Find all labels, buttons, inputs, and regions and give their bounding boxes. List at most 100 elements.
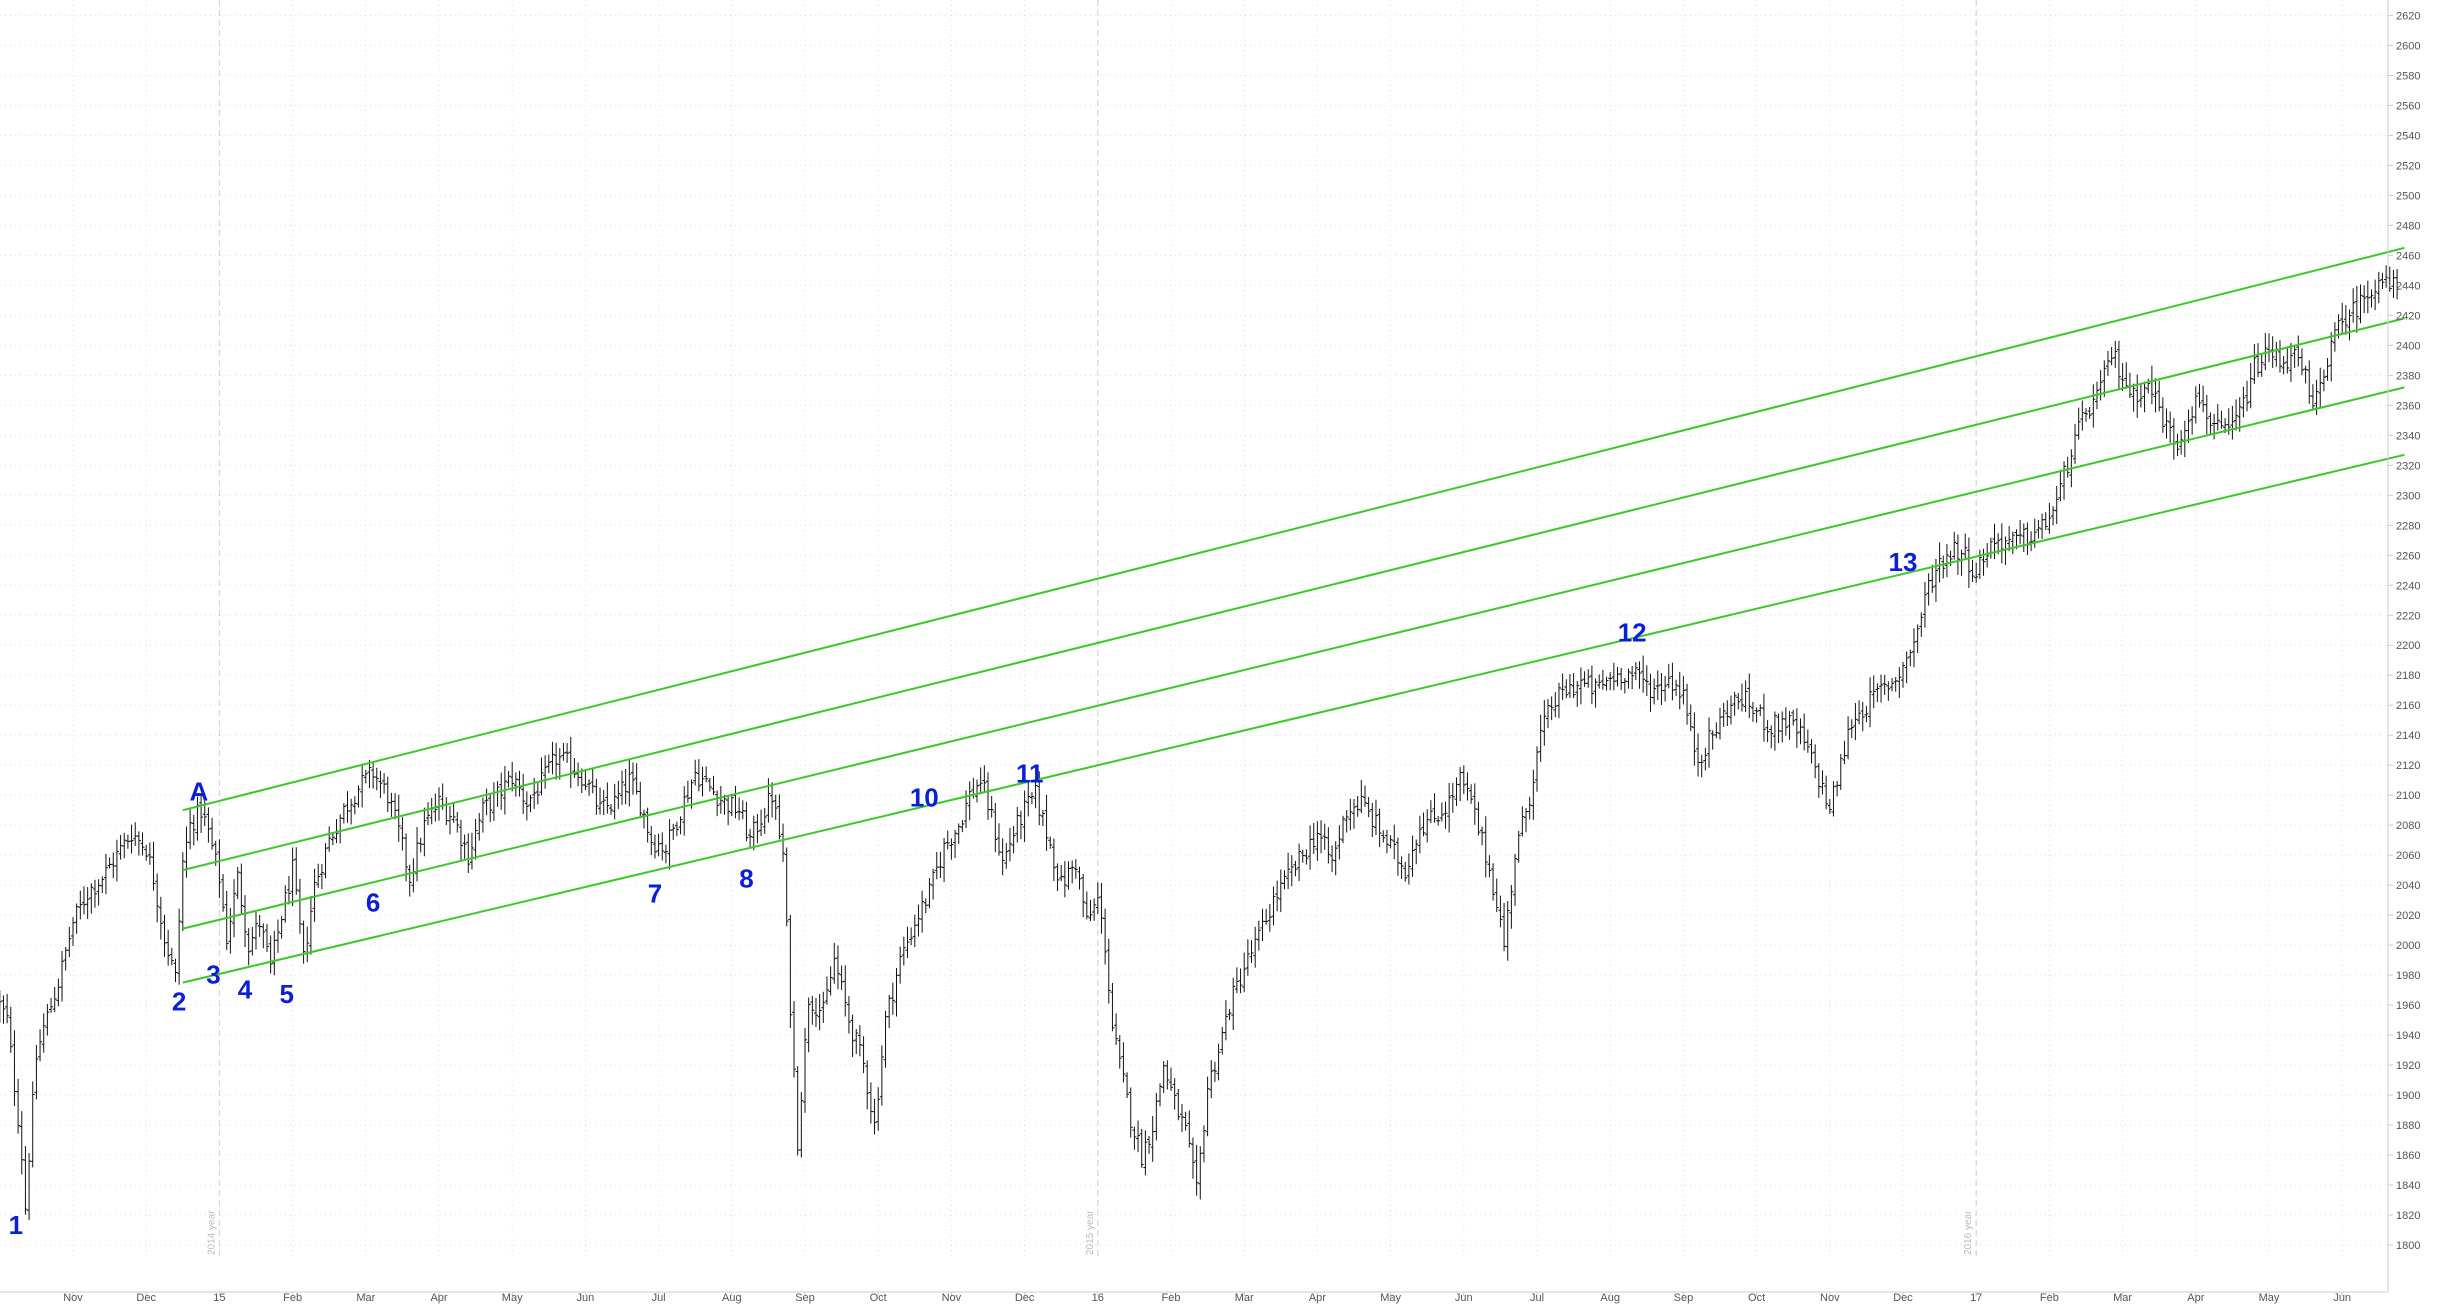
- price-bar: [832, 942, 837, 984]
- price-bar: [546, 754, 551, 774]
- price-bar: [210, 817, 215, 850]
- price-bar: [2105, 350, 2110, 376]
- price-bar: [1941, 555, 1946, 579]
- price-bar: [38, 1029, 43, 1062]
- price-bar: [872, 1098, 877, 1135]
- price-bar: [396, 794, 401, 842]
- price-bar: [2237, 397, 2242, 432]
- price-bar: [2310, 384, 2315, 410]
- price-bar: [78, 890, 83, 920]
- price-bar: [2288, 342, 2293, 382]
- price-bar: [1004, 843, 1009, 869]
- x-tick-label: Jul: [652, 1292, 666, 1304]
- price-bar: [1813, 744, 1818, 779]
- price-bar: [649, 826, 654, 856]
- wave-label-5: 5: [280, 979, 294, 1009]
- price-bar: [2230, 405, 2235, 440]
- price-bar: [1681, 676, 1686, 705]
- price-bar: [660, 832, 665, 861]
- price-bar: [2142, 381, 2147, 413]
- price-bar: [1505, 901, 1510, 961]
- price-bar: [49, 998, 54, 1013]
- price-bar: [1249, 940, 1254, 964]
- price-bar: [682, 786, 687, 836]
- price-bar: [1143, 1130, 1148, 1176]
- price-bar: [2054, 485, 2059, 525]
- y-tick-label: 2000: [2396, 940, 2420, 952]
- wave-label-1: 1: [9, 1210, 23, 1240]
- x-tick-label: Feb: [1162, 1292, 1181, 1304]
- price-bar: [1630, 666, 1635, 690]
- price-bar: [1194, 1144, 1199, 1196]
- price-bar: [1513, 853, 1518, 906]
- price-bar: [92, 879, 97, 908]
- price-bar: [718, 785, 723, 814]
- price-bar: [1509, 885, 1514, 929]
- price-bar: [1395, 837, 1400, 876]
- price-bar: [1487, 855, 1492, 878]
- price-bar: [1600, 669, 1605, 690]
- price-bar: [1626, 668, 1631, 689]
- price-bar: [1355, 796, 1360, 817]
- price-bar: [268, 935, 273, 974]
- price-bar: [616, 780, 621, 809]
- price-bar: [1092, 898, 1097, 921]
- y-tick-label: 2180: [2396, 670, 2420, 682]
- price-bar: [521, 773, 526, 814]
- price-bar: [506, 770, 511, 788]
- price-bar: [1073, 859, 1078, 879]
- price-bar: [1586, 669, 1591, 688]
- price-bar: [2160, 397, 2165, 433]
- price-bar: [286, 875, 291, 905]
- price-bar: [781, 823, 786, 862]
- price-bar: [1714, 722, 1719, 739]
- price-bar: [1589, 665, 1594, 705]
- year-label: 2015 year: [1085, 1210, 1096, 1255]
- price-bar: [239, 863, 244, 916]
- price-bar: [1366, 797, 1371, 818]
- price-bar: [1747, 673, 1752, 719]
- price-bar: [1728, 695, 1733, 725]
- channel-line-1: [182, 246, 2405, 812]
- price-bar: [1692, 712, 1697, 766]
- price-bar: [1333, 841, 1338, 876]
- price-bar: [199, 795, 204, 833]
- wave-label-11: 11: [1016, 759, 1044, 789]
- price-bar: [1567, 674, 1572, 698]
- price-bar: [1604, 676, 1609, 691]
- price-bar: [1688, 704, 1693, 732]
- price-bar: [2062, 461, 2067, 500]
- x-tick-label: Nov: [1820, 1292, 1840, 1304]
- price-bar: [905, 926, 910, 958]
- price-bar: [850, 1014, 855, 1057]
- price-bar: [1432, 793, 1437, 823]
- price-bar: [1516, 830, 1521, 863]
- price-bar: [173, 958, 178, 983]
- y-tick-label: 2220: [2396, 610, 2420, 622]
- price-bar: [1915, 624, 1920, 654]
- price-bar: [360, 765, 365, 808]
- price-bar: [2193, 386, 2198, 424]
- price-bar: [671, 823, 676, 840]
- price-bar: [1297, 843, 1302, 882]
- price-bar: [1860, 701, 1865, 732]
- price-bar: [715, 790, 720, 817]
- price-bar: [1901, 661, 1905, 688]
- price-bar: [122, 832, 127, 859]
- price-bar: [477, 812, 482, 841]
- price-bar: [806, 997, 811, 1053]
- price-bar: [770, 782, 775, 818]
- price-bar: [2018, 519, 2023, 545]
- wave-label-6: 6: [366, 888, 380, 918]
- price-bar: [762, 807, 767, 834]
- price-bar: [1981, 548, 1986, 576]
- y-tick-label: 1920: [2396, 1060, 2420, 1072]
- price-bar: [828, 966, 833, 996]
- price-bar: [857, 1025, 862, 1057]
- price-bar: [1919, 612, 1924, 637]
- y-tick-label: 1800: [2396, 1240, 2420, 1252]
- price-bar: [1846, 716, 1851, 760]
- y-tick-label: 2580: [2396, 70, 2420, 82]
- price-bar: [1483, 816, 1488, 878]
- price-bar: [1172, 1078, 1177, 1110]
